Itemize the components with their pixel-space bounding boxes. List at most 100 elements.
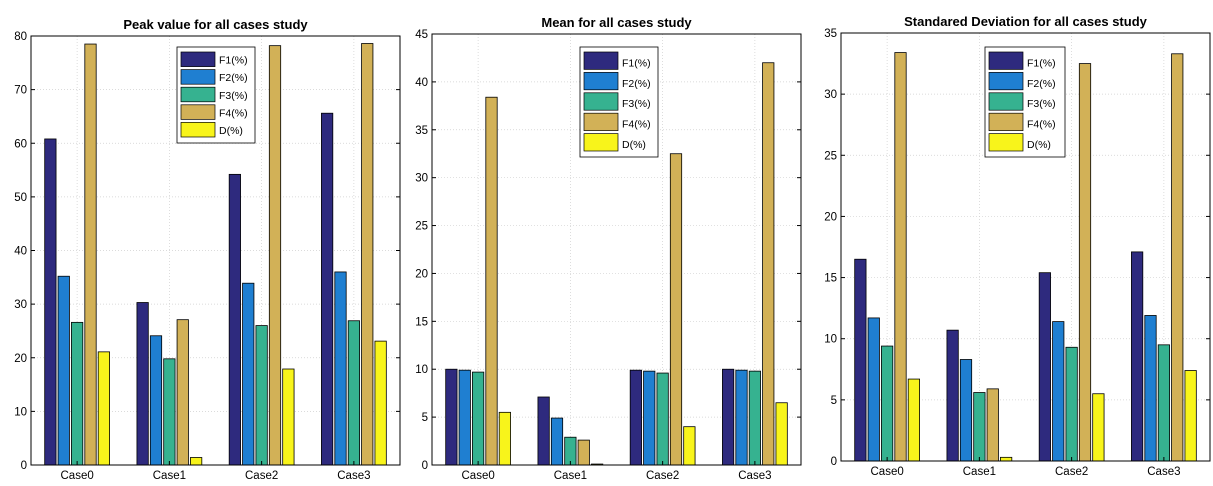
legend-swatch [988, 51, 1024, 70]
bar-f3-case3 [347, 320, 360, 466]
y-tick-label: 20 [824, 211, 837, 223]
x-tick-label: Case1 [554, 470, 587, 482]
y-tick-label: 10 [14, 406, 27, 418]
legend-label: D(%) [622, 139, 646, 151]
legend-swatch [988, 92, 1024, 111]
bar-f3-case1 [564, 436, 577, 466]
bar-f1-case3 [321, 112, 334, 466]
legend-label: F3(%) [1027, 98, 1056, 110]
y-tick-label: 35 [415, 125, 428, 137]
y-tick-label: 15 [824, 273, 837, 285]
bar-f2-case2 [242, 282, 255, 466]
x-tick-label: Case1 [963, 466, 996, 478]
x-tick-label: Case1 [153, 470, 186, 482]
bar-f2-case3 [334, 271, 347, 466]
axes-box [431, 33, 802, 466]
legend-swatch [988, 112, 1024, 131]
legend-swatch [988, 133, 1024, 152]
bar-d-case2 [683, 426, 696, 466]
bar-d-case0 [907, 378, 920, 462]
bar-d-case1 [1000, 456, 1013, 462]
bar-f2-case1 [149, 335, 163, 466]
legend-label: F4(%) [622, 119, 651, 131]
bar-f2-case2 [1052, 321, 1065, 462]
bar-f4-case3 [361, 43, 374, 466]
legend-swatch [988, 72, 1024, 91]
legend-label: F2(%) [622, 78, 651, 90]
bar-f2-case2 [643, 370, 656, 466]
bar-f1-case1 [946, 329, 959, 462]
bar-f2-case3 [1144, 315, 1157, 462]
y-tick-label: 30 [14, 299, 27, 311]
y-tick-label: 5 [422, 412, 428, 424]
y-tick-label: 30 [824, 89, 837, 101]
bar-d-case2 [282, 368, 295, 466]
bar-f1-case2 [228, 173, 241, 466]
y-tick-label: 30 [415, 173, 428, 185]
legend-label: F1(%) [1027, 57, 1056, 69]
bar-f3-case2 [656, 372, 669, 466]
bar-d-case2 [1092, 393, 1105, 462]
legend-label: F1(%) [622, 57, 651, 69]
bar-f1-case3 [1131, 251, 1144, 462]
y-tick-label: 5 [831, 395, 837, 407]
x-tick-label: Case3 [337, 470, 370, 482]
bar-d-case0 [97, 351, 110, 466]
bar-f4-case3 [1171, 53, 1184, 462]
legend-label: F1(%) [219, 55, 248, 67]
x-tick-label: Case3 [1147, 466, 1180, 478]
bar-f3-case2 [1065, 346, 1078, 462]
y-tick-label: 80 [14, 31, 27, 43]
bar-f4-case0 [485, 96, 498, 466]
chart-title: Peak value for all cases study [123, 17, 308, 32]
bar-f4-case3 [762, 62, 775, 466]
y-tick-label: 35 [824, 28, 837, 40]
y-tick-label: 40 [415, 77, 428, 89]
bar-f2-case0 [57, 275, 70, 466]
axes-box [840, 32, 1211, 462]
legend-label: F2(%) [219, 72, 248, 84]
legend-label: F3(%) [622, 98, 651, 110]
y-tick-label: 10 [415, 364, 428, 376]
legend-swatch [180, 122, 216, 138]
chart-panel-2: 0 5 10 15 20 25 30 35 Case0 Case1 Case2 Case3 Standa… [824, 14, 1211, 478]
bar-f3-case3 [748, 370, 761, 466]
y-tick-label: 25 [824, 150, 837, 162]
legend-label: F2(%) [1027, 78, 1056, 90]
legend-swatch [180, 104, 216, 120]
chart-panel-1: 0 5 10 15 20 25 30 35 40 45 Case0 Case1 Case2 Case3 Me… [415, 15, 802, 482]
bar-d-case1 [190, 457, 203, 466]
legend-label: F3(%) [219, 90, 248, 102]
bar-f1-case2 [629, 369, 642, 466]
x-tick-label: Case2 [245, 470, 278, 482]
bar-f1-case1 [136, 302, 149, 466]
x-tick-label: Case2 [646, 470, 679, 482]
y-tick-label: 10 [824, 334, 837, 346]
y-tick-label: 40 [14, 246, 27, 258]
bar-d-case3 [775, 402, 788, 466]
y-tick-label: 15 [415, 316, 428, 328]
bar-f4-case0 [894, 52, 907, 462]
y-tick-label: 50 [14, 192, 27, 204]
bar-d-case0 [498, 411, 511, 466]
bar-f1-case3 [722, 368, 735, 466]
x-tick-label: Case0 [462, 470, 495, 482]
y-tick-label: 25 [415, 221, 428, 233]
bar-d-case3 [1184, 370, 1197, 462]
legend-label: D(%) [1027, 139, 1051, 151]
y-tick-label: 0 [422, 460, 428, 472]
legend-swatch [583, 92, 619, 111]
bar-f3-case3 [1157, 344, 1170, 462]
bar-f2-case0 [867, 317, 880, 462]
bar-f1-case1 [537, 396, 550, 466]
y-tick-label: 20 [14, 353, 27, 365]
legend-swatch [180, 51, 216, 67]
bar-f4-case1 [577, 439, 590, 466]
bar-f2-case3 [735, 369, 748, 466]
legend-label: F4(%) [1027, 119, 1056, 131]
y-tick-label: 60 [14, 138, 27, 150]
legend-swatch [583, 51, 619, 70]
bar-f4-case0 [84, 43, 97, 466]
x-tick-label: Case3 [738, 470, 771, 482]
